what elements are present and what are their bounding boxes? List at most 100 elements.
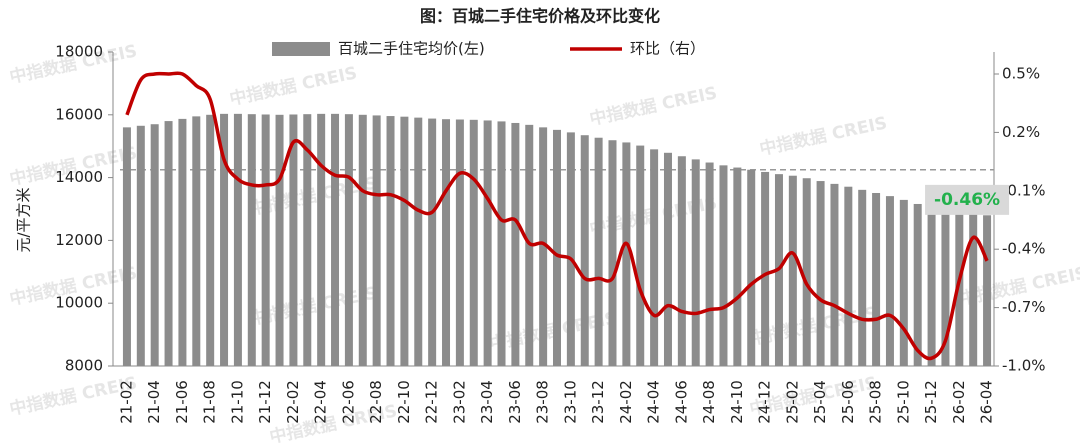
x-tick-label: 22-08 <box>367 380 385 424</box>
bar <box>539 127 548 366</box>
bar <box>927 208 936 366</box>
bar <box>511 122 520 367</box>
legend-swatch <box>272 42 330 56</box>
x-tick-label: 25-08 <box>867 380 885 424</box>
x-tick-label: 25-04 <box>811 380 829 424</box>
bar <box>913 203 922 366</box>
bar <box>719 165 728 366</box>
bar <box>289 114 298 367</box>
bar <box>247 114 256 366</box>
bar <box>844 186 853 366</box>
bar <box>594 137 603 366</box>
bar <box>331 113 340 366</box>
x-tick-label: 21-04 <box>145 380 163 424</box>
bar <box>136 125 145 366</box>
y2-tick-label: -1.0% <box>1002 357 1046 375</box>
x-tick-label: 23-12 <box>589 380 607 424</box>
x-tick-label: 23-10 <box>561 380 579 424</box>
bar <box>178 118 187 367</box>
x-tick-label: 25-12 <box>922 380 940 424</box>
bar <box>233 113 242 366</box>
bar <box>192 116 201 367</box>
y2-tick-label: -0.1% <box>1002 181 1046 199</box>
bar <box>497 121 506 366</box>
x-tick-label: 25-06 <box>839 380 857 424</box>
watermark: 中指数据 CREIS <box>228 62 359 110</box>
bar <box>761 171 770 366</box>
bar <box>275 114 284 366</box>
bar <box>566 132 575 366</box>
bar <box>358 114 367 366</box>
x-tick-label: 25-10 <box>894 380 912 424</box>
bar <box>691 159 700 366</box>
bar <box>386 116 395 366</box>
bar <box>122 127 131 366</box>
bar <box>663 152 672 366</box>
bar <box>885 196 894 366</box>
bar <box>483 120 492 367</box>
bar <box>858 189 867 366</box>
x-tick-label: 24-08 <box>700 380 718 424</box>
y-tick-label: 12000 <box>55 231 103 249</box>
y2-tick-label: 0.5% <box>1002 64 1040 82</box>
bar <box>955 213 964 366</box>
bar <box>428 118 437 367</box>
line <box>125 71 989 361</box>
bar <box>872 192 881 366</box>
x-tick-label: 21-06 <box>173 380 191 424</box>
bar <box>317 113 326 366</box>
y2-tick-label: -0.4% <box>1002 240 1046 258</box>
bar <box>261 114 270 367</box>
annotation: -0.46% <box>934 190 1000 210</box>
bar <box>455 119 464 366</box>
legend-label: 百城二手住宅均价(左) <box>338 40 485 58</box>
bar <box>469 119 478 366</box>
bar <box>830 183 839 366</box>
x-tick-label: 23-02 <box>450 380 468 424</box>
bar <box>650 149 659 366</box>
x-tick-label: 26-04 <box>978 380 996 424</box>
x-tick-label: 22-04 <box>312 380 330 424</box>
bar <box>816 181 825 366</box>
bar <box>899 199 908 366</box>
x-tick-label: 22-02 <box>284 380 302 424</box>
x-tick-label: 24-02 <box>617 380 635 424</box>
bar <box>802 178 811 366</box>
bar <box>580 135 589 366</box>
x-tick-label: 23-08 <box>534 380 552 424</box>
x-tick-label: 26-02 <box>950 380 968 424</box>
bar <box>553 129 561 366</box>
bar <box>372 115 381 366</box>
y-tick-label: 18000 <box>55 43 103 61</box>
bar <box>414 117 423 366</box>
bar <box>788 175 797 366</box>
x-tick-label: 22-06 <box>339 380 357 424</box>
x-tick-label: 22-10 <box>395 380 413 424</box>
x-tick-label: 24-04 <box>645 380 663 424</box>
x-tick-label: 23-04 <box>478 380 496 424</box>
y-axis-label: 元/平方米 <box>15 187 33 252</box>
bar <box>747 169 756 366</box>
bar <box>220 113 229 366</box>
y-tick-label: 16000 <box>55 105 103 123</box>
x-tick-label: 21-10 <box>228 380 246 424</box>
bar <box>150 124 159 366</box>
bar <box>608 140 617 366</box>
y-tick-label: 10000 <box>55 294 103 312</box>
bar <box>206 114 215 366</box>
bar <box>705 162 714 366</box>
watermark: 中指数据 CREIS <box>758 112 889 160</box>
y-tick-label: 8000 <box>65 357 103 375</box>
watermark: 中指数据 CREIS <box>588 82 719 130</box>
legend-label: 环比（右） <box>630 40 705 58</box>
x-tick-label: 24-06 <box>672 380 690 424</box>
bar <box>941 212 950 366</box>
bar <box>344 114 353 366</box>
bar <box>622 142 631 366</box>
annotation-box <box>925 184 1010 215</box>
bar <box>400 116 409 367</box>
bar <box>442 119 451 366</box>
x-tick-label: 21-12 <box>256 380 274 424</box>
bar <box>164 121 173 366</box>
